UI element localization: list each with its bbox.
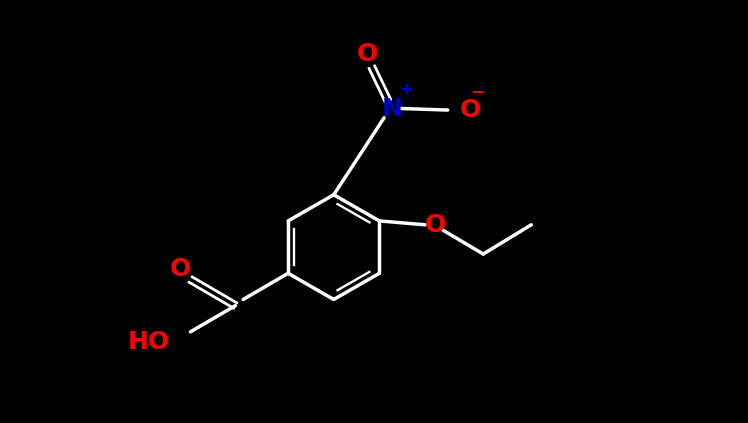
Text: O: O — [425, 213, 446, 237]
Text: −: − — [470, 82, 484, 100]
Text: O: O — [357, 42, 378, 66]
Text: HO: HO — [128, 330, 171, 354]
Text: +: + — [399, 80, 413, 99]
Text: N: N — [381, 96, 402, 121]
Text: O: O — [459, 98, 480, 122]
Text: O: O — [170, 258, 191, 281]
